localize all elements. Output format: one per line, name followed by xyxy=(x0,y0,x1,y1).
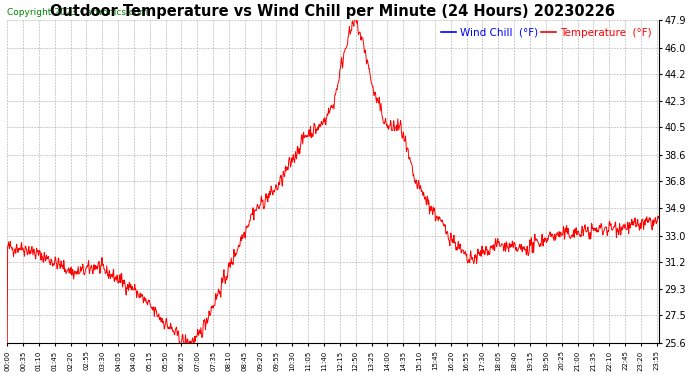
Title: Outdoor Temperature vs Wind Chill per Minute (24 Hours) 20230226: Outdoor Temperature vs Wind Chill per Mi… xyxy=(50,4,615,19)
Text: Copyright 2023 Cartronics.com: Copyright 2023 Cartronics.com xyxy=(7,8,148,17)
Legend: Wind Chill  (°F), Temperature  (°F): Wind Chill (°F), Temperature (°F) xyxy=(439,26,653,40)
